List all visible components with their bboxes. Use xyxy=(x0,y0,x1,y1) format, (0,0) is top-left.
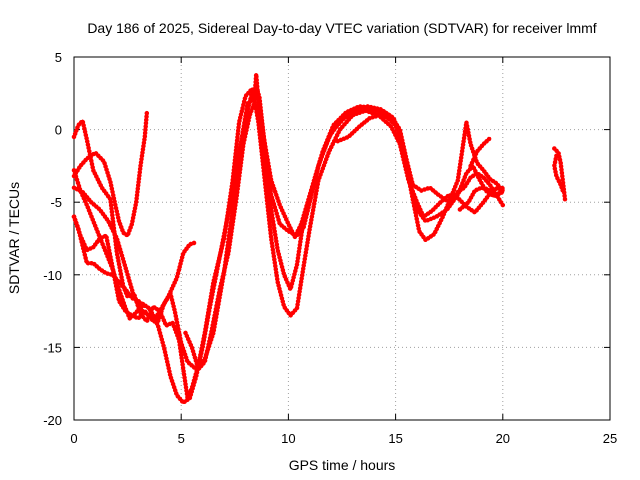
x-tick-label: 10 xyxy=(281,431,295,446)
plot-frame xyxy=(73,56,611,421)
series-line xyxy=(72,96,505,404)
y-tick-label: -20 xyxy=(43,413,62,428)
series-markers xyxy=(183,74,506,374)
series-sat-i xyxy=(457,185,506,212)
x-tick-label: 0 xyxy=(70,431,77,446)
series-sat-c xyxy=(71,80,506,373)
y-tick-label: -5 xyxy=(50,195,62,210)
series-markers xyxy=(71,80,506,373)
x-tick-label: 15 xyxy=(388,431,402,446)
grid-lines xyxy=(74,57,610,420)
x-tick-label: 20 xyxy=(496,431,510,446)
x-axis-label: GPS time / hours xyxy=(289,457,396,473)
series-sat-l xyxy=(552,153,566,193)
series-markers xyxy=(335,112,398,144)
y-tick-label: -10 xyxy=(43,268,62,283)
y-tick-label: 0 xyxy=(55,123,62,138)
axis-ticks: 0 5 10 15 20 25 -20 -15 -10 -5 0 5 xyxy=(43,50,617,446)
y-tick-label: -15 xyxy=(43,340,62,355)
plot-area xyxy=(71,73,568,407)
x-tick-label: 25 xyxy=(603,431,617,446)
series-sat-f xyxy=(71,214,148,309)
series-sat-d xyxy=(71,85,506,407)
y-axis-label: SDTVAR / TECUs xyxy=(6,182,22,294)
series-sat-g xyxy=(183,73,506,374)
series-markers xyxy=(71,214,148,309)
series-markers xyxy=(552,153,566,193)
series-sat-j xyxy=(468,136,493,169)
series-markers xyxy=(457,185,506,212)
series-markers xyxy=(71,85,506,407)
series-line xyxy=(72,87,505,400)
chart-title: Day 186 of 2025, Sidereal Day-to-day VTE… xyxy=(87,20,596,36)
series-markers xyxy=(468,136,493,169)
y-tick-label: 5 xyxy=(55,50,62,65)
series-sat-h xyxy=(335,112,398,144)
series-sat-e xyxy=(71,93,506,406)
series-markers xyxy=(71,93,506,406)
x-tick-label: 5 xyxy=(178,431,185,446)
